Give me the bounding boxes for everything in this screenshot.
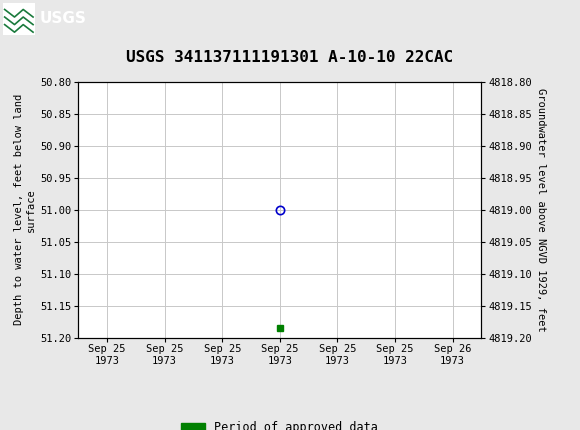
Text: USGS 341137111191301 A-10-10 22CAC: USGS 341137111191301 A-10-10 22CAC (126, 49, 454, 64)
Legend: Period of approved data: Period of approved data (177, 417, 383, 430)
Text: USGS: USGS (39, 12, 86, 26)
FancyBboxPatch shape (3, 3, 35, 35)
Y-axis label: Depth to water level, feet below land
surface: Depth to water level, feet below land su… (14, 94, 36, 325)
Y-axis label: Groundwater level above NGVD 1929, feet: Groundwater level above NGVD 1929, feet (536, 88, 546, 332)
